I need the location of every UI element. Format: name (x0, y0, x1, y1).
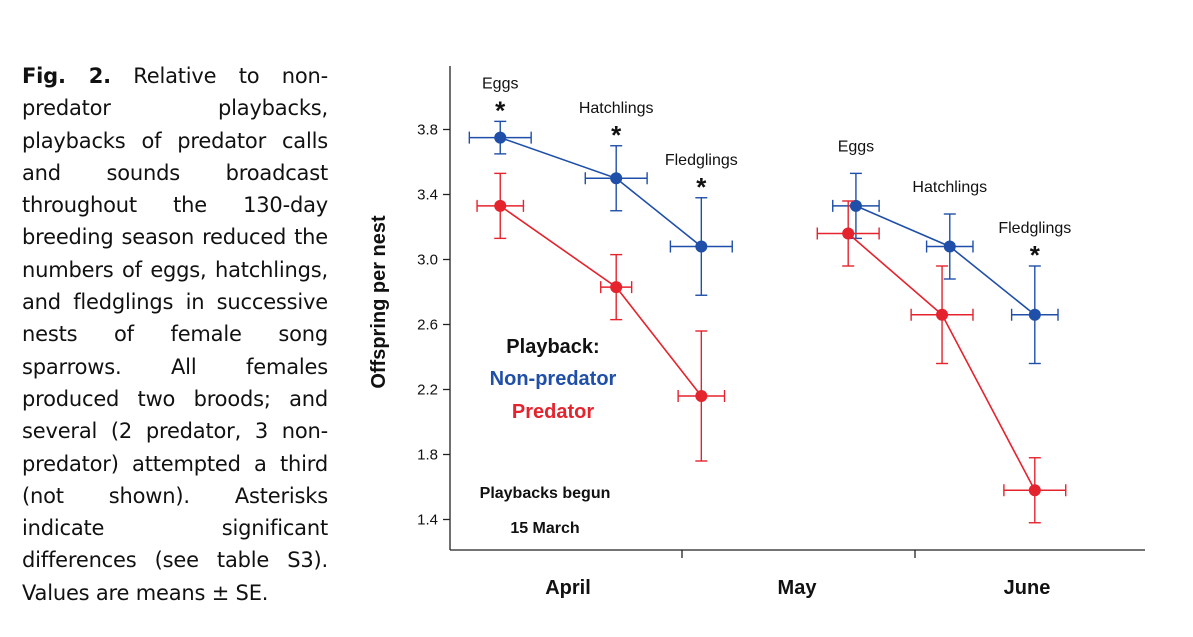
predator-marker (936, 308, 949, 321)
stage-label-eggs: Eggs (838, 138, 874, 155)
significance-asterisk: * (611, 120, 622, 150)
y-tick-label: 3.8 (417, 122, 438, 139)
non-predator-marker (695, 240, 708, 253)
non-predator-brood1-point-hatchlings (584, 145, 648, 212)
playbacks-begun-note: Playbacks begun (480, 485, 611, 502)
non-predator-marker (494, 131, 507, 144)
y-tick-label: 2.2 (417, 382, 438, 399)
y-tick-label: 1.8 (417, 447, 438, 464)
figure-caption: Fig. 2. Relative to non-predator playbac… (22, 60, 328, 609)
figure-label: Fig. 2. (22, 64, 111, 88)
y-tick-label: 3.4 (417, 187, 438, 204)
non-predator-marker (610, 172, 623, 185)
y-axis-label: Offspring per nest (368, 215, 390, 389)
predator-marker (1028, 484, 1041, 497)
y-tick-label: 3.0 (417, 252, 438, 269)
y-tick-label: 2.6 (417, 317, 438, 334)
stage-label-eggs: Eggs (482, 75, 518, 92)
non-predator-brood2-point-fledglings (1010, 265, 1059, 365)
x-tick-label-june: June (1004, 577, 1051, 599)
significance-asterisk: * (495, 95, 506, 125)
predator-marker (610, 281, 623, 294)
legend-non-predator: Non-predator (490, 368, 617, 390)
stage-label-hatchlings: Hatchlings (579, 100, 654, 117)
predator-marker (494, 199, 507, 212)
predator-brood1-point-eggs (476, 172, 525, 240)
playbacks-date-note: 15 March (510, 520, 579, 537)
stage-label-fledglings: Fledglings (665, 152, 738, 169)
predator-marker (842, 227, 855, 240)
non-predator-brood1-point-eggs (468, 120, 532, 155)
predator-brood2-point-hatchlings (910, 265, 974, 365)
annotation-layer: Eggs * Hatchlings * Fledglings * Eggs Hatchling… (482, 75, 1071, 270)
non-predator-marker (943, 240, 956, 253)
legend-title: Playback: (506, 336, 599, 358)
non-predator-brood1-point-fledglings (669, 197, 733, 296)
axes: 1.4 1.8 2.2 2.6 3.0 3.4 3.8 April May June (417, 66, 1145, 599)
non-predator-marker (1028, 308, 1041, 321)
series-layer (468, 120, 1067, 524)
stage-label-fledglings: Fledglings (998, 220, 1071, 237)
predator-marker (695, 390, 708, 402)
significance-asterisk: * (1030, 240, 1041, 270)
predator-brood1-point-hatchlings (600, 253, 633, 321)
predator-brood2-point-fledglings (1003, 457, 1067, 524)
y-tick-label: 1.4 (417, 512, 438, 529)
non-predator-marker (849, 199, 862, 212)
x-tick-label-may: May (778, 577, 818, 599)
x-tick-label-april: April (545, 577, 591, 599)
caption-text: Relative to non-predator playbacks, play… (22, 64, 329, 605)
predator-brood1-point-fledglings (677, 330, 726, 462)
stage-label-hatchlings: Hatchlings (912, 179, 987, 196)
non-predator-brood2-point-eggs (832, 172, 880, 240)
non-predator-brood2-point-hatchlings (925, 213, 974, 280)
significance-asterisk: * (696, 172, 707, 202)
predator-brood2-point-eggs (816, 200, 880, 267)
legend-predator: Predator (512, 401, 594, 423)
